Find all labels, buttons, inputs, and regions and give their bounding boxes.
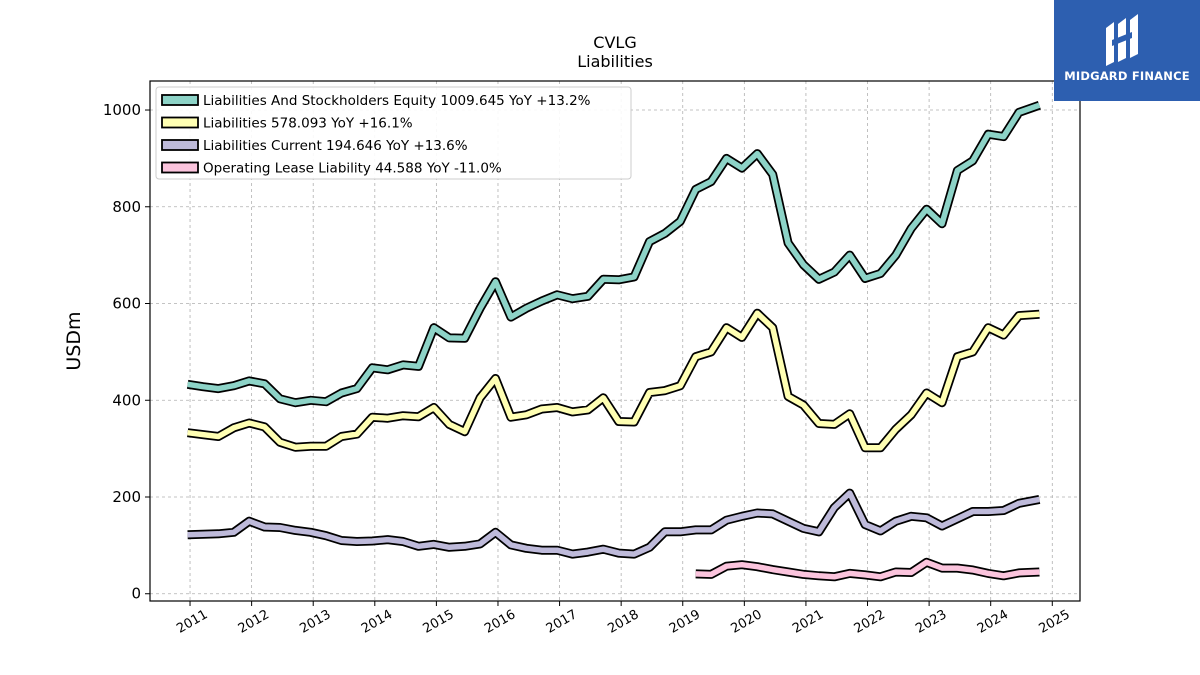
series-line-outline-2 [187, 488, 1041, 559]
series-line-outline-1 [187, 308, 1040, 453]
y-tick-label: 200 [112, 488, 141, 506]
y-axis-label: USDm [63, 311, 85, 370]
x-tick-label: 2021 [790, 607, 826, 637]
x-tick-label: 2022 [852, 607, 888, 637]
plot-frame [149, 80, 1081, 602]
series-line-2 [187, 490, 1040, 557]
brand-mark-icon [1106, 14, 1138, 66]
x-tick-label: 2014 [359, 607, 395, 637]
x-tick-label: 2023 [913, 607, 949, 637]
x-tick-label: 2019 [667, 607, 703, 637]
legend: Liabilities And Stockholders Equity 1009… [155, 86, 632, 180]
brand-name: MIDGARD FINANCE [1064, 69, 1190, 83]
x-tick-label: 2025 [1036, 607, 1072, 637]
chart-title: CVLG [593, 33, 636, 52]
chart-subtitle: Liabilities [577, 52, 653, 71]
series-line-0 [187, 102, 1041, 406]
y-tick-label: 0 [131, 585, 141, 603]
legend-label-1: Liabilities 578.093 YoY +16.1% [203, 116, 413, 132]
x-tick-label: 2012 [236, 607, 272, 637]
x-tick-label: 2015 [421, 607, 457, 637]
series-lines [186, 100, 1041, 582]
y-tick-label: 800 [112, 198, 141, 216]
x-tick-label: 2017 [544, 607, 580, 637]
x-tick-label: 2018 [605, 607, 641, 637]
x-tick-label: 2013 [297, 607, 333, 637]
legend-box [155, 86, 632, 180]
x-tick-label: 2020 [729, 607, 765, 637]
legend-label-2: Liabilities Current 194.646 YoY +13.6% [203, 138, 468, 154]
legend-swatch-1 [161, 116, 199, 129]
y-tick-label: 1000 [103, 101, 141, 119]
x-tick-label: 2016 [482, 607, 518, 637]
series-line-3 [695, 559, 1040, 580]
x-tick-label: 2024 [975, 607, 1011, 637]
legend-swatch-3 [161, 161, 199, 174]
legend-swatch-2 [161, 139, 199, 151]
y-tick-label: 400 [112, 391, 141, 409]
brand-logo: MIDGARD FINANCE [1054, 0, 1200, 101]
x-tick-label: 2011 [174, 607, 210, 637]
series-line-1 [187, 310, 1040, 451]
y-tick-label: 600 [112, 295, 141, 313]
legend-label-3: Operating Lease Liability 44.588 YoY -11… [203, 161, 502, 177]
legend-label-0: Liabilities And Stockholders Equity 1009… [203, 93, 591, 109]
legend-swatch-0 [161, 94, 199, 106]
